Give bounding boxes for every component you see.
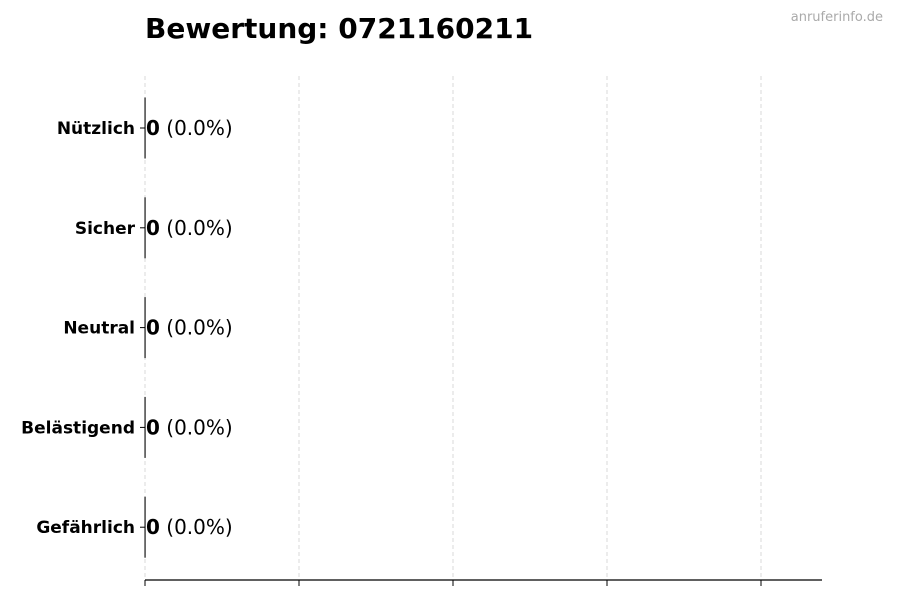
y-tick-label: Sicher — [75, 219, 136, 239]
data-label: 0 (0.0%) — [146, 216, 233, 240]
y-tick-label: Neutral — [63, 319, 135, 339]
y-tick-label: Nützlich — [57, 119, 135, 139]
data-label: 0 (0.0%) — [146, 415, 233, 439]
data-label: 0 (0.0%) — [146, 316, 233, 340]
watermark: anruferinfo.de — [790, 10, 883, 25]
y-tick-label: Gefährlich — [36, 518, 135, 538]
y-tick-label: Belästigend — [21, 418, 135, 438]
chart-title: Bewertung: 0721160211 — [145, 12, 534, 45]
data-label: 0 (0.0%) — [146, 116, 233, 140]
data-label: 0 (0.0%) — [146, 515, 233, 539]
